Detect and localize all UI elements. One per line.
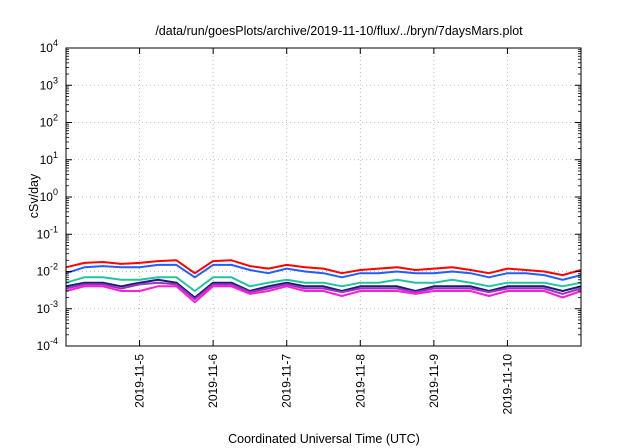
y-tick-exponent: -3: [50, 299, 58, 309]
y-tick-label: 103: [40, 75, 58, 92]
series-line-magenta: [65, 285, 582, 304]
series-line-purple: [65, 281, 582, 301]
y-tick-exponent: -4: [50, 336, 58, 346]
y-tick-base: 10: [40, 116, 54, 130]
x-tick-label: 2019-11-7: [280, 354, 294, 408]
y-tick-label: 100: [40, 187, 58, 204]
y-tick-exponent: -1: [50, 224, 58, 234]
series-line-red: [65, 259, 582, 277]
series-line-blue: [65, 263, 582, 281]
y-tick-exponent: 4: [53, 38, 58, 48]
plot-frame: [65, 47, 582, 347]
y-tick-exponent: 1: [53, 150, 58, 160]
y-axis-label: cSv/day: [27, 173, 41, 218]
y-tick-exponent: 3: [53, 75, 58, 85]
y-tick-base: 10: [37, 302, 51, 316]
y-tick-base: 10: [40, 78, 54, 92]
y-tick-label: 10-2: [37, 262, 58, 279]
chart-title: /data/run/goesPlots/archive/2019-11-10/f…: [155, 24, 523, 38]
y-tick-label: 104: [40, 38, 58, 55]
x-tick-label: 2019-11-8: [353, 354, 367, 408]
y-tick-exponent: 2: [53, 113, 58, 123]
y-tick-base: 10: [37, 227, 51, 241]
y-tick-base: 10: [37, 265, 51, 279]
y-tick-base: 10: [40, 190, 54, 204]
x-tick-label: 2019-11-6: [206, 354, 220, 408]
y-tick-label: 10-4: [37, 336, 58, 353]
series-layer: [65, 259, 582, 304]
x-tick-label: 2019-11-9: [427, 354, 441, 408]
x-axis-ticks: 2019-11-5 2019-11-6 2019-11-7 2019-11-8 2019…: [133, 48, 514, 415]
y-tick-base: 10: [40, 153, 54, 167]
y-tick-label: 10-1: [37, 224, 58, 241]
y-tick-label: 101: [40, 150, 58, 167]
grid-lines: [66, 48, 581, 346]
y-tick-exponent: -2: [50, 262, 58, 272]
y-tick-base: 10: [40, 41, 54, 55]
x-tick-label: 2019-11-10: [500, 354, 514, 415]
x-axis-label: Coordinated Universal Time (UTC): [228, 432, 420, 446]
series-line-navy: [65, 278, 582, 299]
y-tick-label: 10-3: [37, 299, 58, 316]
y-tick-exponent: 0: [53, 187, 58, 197]
series-line-teal: [65, 276, 582, 292]
x-tick-label: 2019-11-5: [133, 354, 147, 408]
y-tick-label: 102: [40, 113, 58, 130]
y-tick-base: 10: [37, 339, 51, 353]
